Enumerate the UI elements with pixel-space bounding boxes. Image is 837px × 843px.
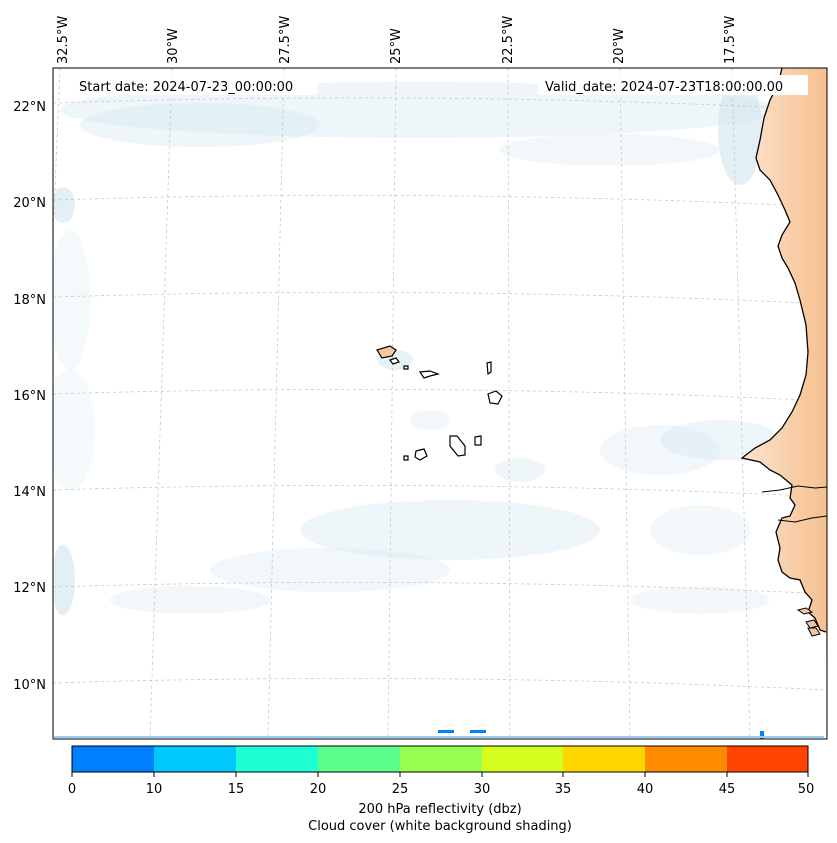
colorbar-tick-label: 45 (719, 782, 736, 797)
start-date-box (70, 75, 317, 95)
lat-label: 20°N (13, 196, 46, 211)
colorbar-sublabel: Cloud cover (white background shading) (308, 819, 572, 834)
latitude-labels: 22°N 20°N 18°N 16°N 14°N 12°N 10°N (13, 100, 46, 693)
colorbar-segment (72, 746, 154, 772)
island-sal (486, 361, 492, 376)
island-santa-luzia (403, 365, 409, 370)
colorbar-segment (727, 746, 808, 772)
lon-label: 32.5°W (56, 16, 71, 64)
graticule (53, 68, 827, 739)
bissagos-islands (796, 607, 821, 637)
lon-label: 25°W (389, 28, 404, 64)
cape-verde-islands (376, 345, 503, 461)
colorbar-frame (71, 745, 809, 773)
island-santiago (449, 435, 466, 457)
lon-label: 20°W (612, 28, 627, 64)
colorbar-tick-label: 50 (798, 782, 815, 797)
island-boa-vista (487, 390, 503, 405)
colorbar-tick-label: 35 (555, 782, 572, 797)
colorbar-tick-label: 15 (228, 782, 245, 797)
lat-label: 16°N (13, 389, 46, 404)
colorbar-label: 200 hPa reflectivity (dbz) (358, 802, 521, 817)
colorbar-segment (482, 746, 563, 772)
colorbar-segment (318, 746, 400, 772)
colorbar-segment (645, 746, 727, 772)
ocean-background (53, 68, 827, 739)
start-date-text: Start date: 2024-07-23_00:00:00 (79, 80, 293, 95)
colorbar-tick-label: 10 (146, 782, 163, 797)
longitude-labels: 32.5°W 30°W 27.5°W 25°W 22.5°W 20°W 17.5… (56, 16, 738, 64)
colorbar-tick-label: 20 (310, 782, 327, 797)
guinea-bissau-coast (777, 515, 827, 523)
colorbar-segment (400, 746, 482, 772)
island-sao-vicente (389, 357, 400, 365)
lon-label: 27.5°W (278, 16, 293, 64)
colorbar: 0 10 15 20 25 30 35 40 45 50 200 hPa ref… (68, 745, 814, 834)
colorbar-segment (563, 746, 645, 772)
lon-label: 30°W (166, 28, 181, 64)
island-sao-nicolau (418, 370, 441, 379)
lon-label: 17.5°W (723, 16, 738, 64)
map-frame (52, 67, 828, 740)
colorbar-tick-label: 25 (392, 782, 409, 797)
colorbar-ticks (71, 772, 809, 777)
reflectivity-blips (54, 730, 824, 739)
colorbar-tick-label: 0 (68, 782, 76, 797)
map-plot-area: Start date: 2024-07-23_00:00:00 Valid_da… (52, 67, 828, 740)
colorbar-tick-labels: 0 10 15 20 25 30 35 40 45 50 (68, 782, 814, 797)
colorbar-tick-label: 30 (474, 782, 491, 797)
africa-coast-land (742, 68, 827, 739)
lat-label: 10°N (13, 678, 46, 693)
lat-label: 12°N (13, 581, 46, 596)
island-santo-antao (376, 345, 397, 359)
lat-label: 22°N (13, 100, 46, 115)
island-maio (474, 435, 482, 446)
lat-label: 14°N (13, 485, 46, 500)
colorbar-segment (236, 746, 318, 772)
gambia-river (761, 485, 827, 493)
colorbar-tick-label: 40 (637, 782, 654, 797)
island-fogo (414, 448, 428, 461)
colorbar-segment (154, 746, 236, 772)
island-brava (403, 455, 409, 461)
cloud-cover-shading (53, 75, 780, 615)
lat-label: 18°N (13, 293, 46, 308)
lon-label: 22.5°W (501, 16, 516, 64)
africa-coastline (740, 68, 827, 633)
valid-date-text: Valid_date: 2024-07-23T18:00:00.00 (545, 80, 783, 95)
valid-date-box (538, 75, 808, 95)
